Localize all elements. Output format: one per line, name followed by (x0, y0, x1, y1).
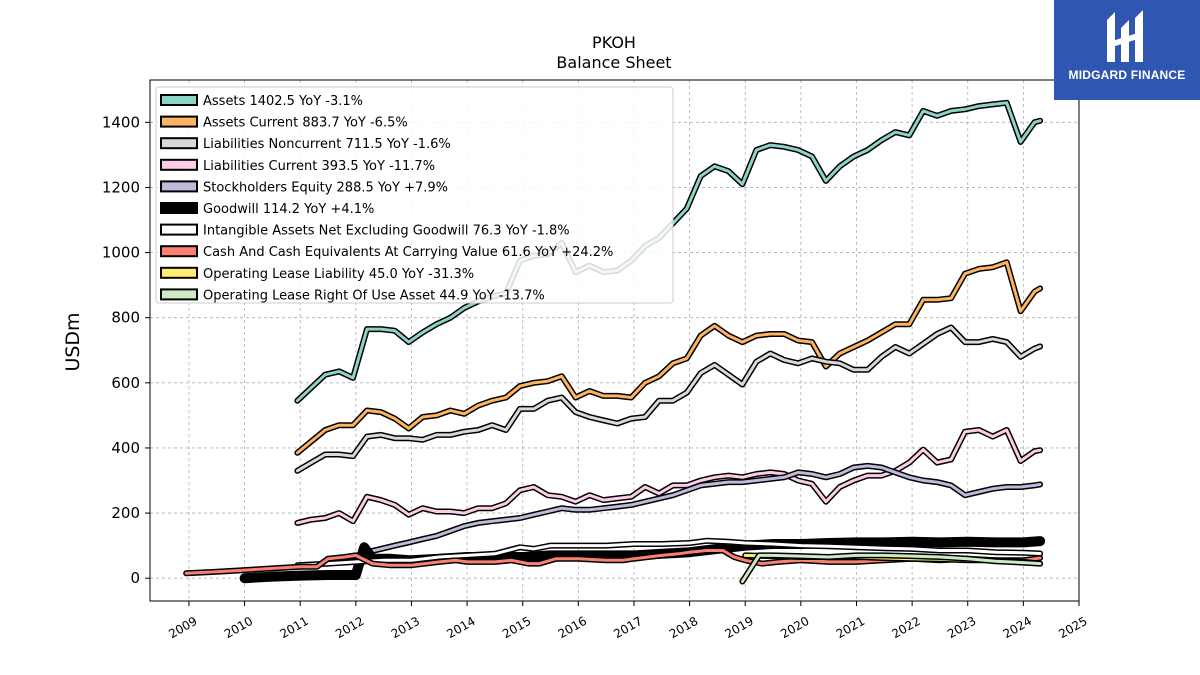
x-tick-label: 2013 (389, 614, 422, 641)
x-tick-label: 2017 (611, 614, 644, 641)
legend-swatch (160, 245, 198, 258)
y-tick-label: 1000 (102, 244, 140, 262)
series-line (295, 428, 1042, 525)
series-goodwill (239, 536, 1046, 584)
series-outline (294, 324, 1044, 474)
x-tick-label: 2024 (1001, 614, 1034, 641)
y-tick-label: 800 (111, 309, 140, 327)
y-tick-label: 600 (111, 374, 140, 392)
legend-swatch (160, 115, 198, 128)
x-tick-label: 2011 (277, 614, 310, 641)
y-tick-label: 200 (111, 504, 140, 522)
x-tick-label: 2018 (667, 614, 700, 641)
legend-entry: Assets Current 883.7 YoY -6.5% (160, 115, 408, 131)
series-line (295, 326, 1042, 473)
series-line (337, 464, 1042, 561)
legend-label: Goodwill 114.2 YoY +4.1% (203, 202, 374, 217)
legend-entry: Intangible Assets Net Excluding Goodwill… (160, 223, 570, 239)
legend-label: Liabilities Noncurrent 711.5 YoY -1.6% (203, 137, 451, 152)
x-tick-label: 2020 (778, 614, 811, 641)
x-tick-label: 2014 (444, 614, 477, 641)
x-tick-label: 2019 (723, 614, 756, 641)
x-tick-label: 2010 (222, 614, 255, 641)
legend-entry: Liabilities Noncurrent 711.5 YoY -1.6% (160, 137, 451, 152)
chart-subtitle: Balance Sheet (556, 53, 671, 72)
x-tick-label: 2016 (556, 614, 589, 641)
series-line (184, 549, 1042, 575)
legend-swatch (160, 158, 198, 171)
legend-label: Liabilities Current 393.5 YoY -11.7% (203, 159, 435, 174)
legend-swatch (160, 288, 198, 301)
y-tick-label: 1400 (102, 113, 140, 131)
x-tick-label: 2023 (945, 614, 978, 641)
plot-frame (149, 79, 1080, 602)
series-line (295, 539, 1042, 567)
y-axis-label: USDm (62, 312, 84, 371)
x-tick-label: 2025 (1056, 614, 1089, 641)
series-assets-current (294, 259, 1044, 456)
legend-label: Operating Lease Liability 45.0 YoY -31.3… (203, 267, 474, 282)
x-tick-label: 2009 (166, 614, 199, 641)
legend-swatch (160, 223, 198, 236)
legend-swatch (160, 202, 198, 214)
legend-box (155, 86, 674, 304)
legend-label: Assets 1402.5 YoY -3.1% (203, 94, 363, 109)
series-cash-and-cash-equivalents-at-carrying-value (183, 547, 1044, 577)
x-tick-label: 2021 (834, 614, 867, 641)
midgard-finance-logo: MIDGARD FINANCE (1054, 0, 1200, 100)
legend-label: Intangible Assets Net Excluding Goodwill… (203, 224, 570, 239)
series-operating-lease-right-of-use-asset (739, 552, 1044, 585)
legend-swatch (160, 266, 198, 279)
series-outline (294, 427, 1044, 526)
x-tick-label: 2012 (333, 614, 366, 641)
legend-entry: Liabilities Current 393.5 YoY -11.7% (160, 158, 435, 174)
legend-swatch (160, 94, 198, 106)
legend-swatch (160, 137, 198, 150)
legend-entry: Goodwill 114.2 YoY +4.1% (160, 202, 374, 217)
series-line (295, 260, 1042, 455)
legend-entry: Assets 1402.5 YoY -3.1% (160, 94, 363, 109)
legend-swatch (160, 180, 198, 193)
series-liabilities-noncurrent (294, 324, 1044, 474)
legend-label: Operating Lease Right Of Use Asset 44.9 … (203, 288, 545, 303)
series-intangible-assets-net-excluding-goodwill (294, 537, 1044, 569)
legend-entry: Cash And Cash Equivalents At Carrying Va… (160, 245, 613, 260)
y-tick-label: 1200 (102, 178, 140, 196)
x-tick-label: 2015 (500, 614, 533, 641)
legend-entry: Operating Lease Liability 45.0 YoY -31.3… (160, 266, 474, 282)
logo-mark-icon (1107, 10, 1143, 62)
legend-label: Stockholders Equity 288.5 YoY +7.9% (203, 180, 448, 195)
legend-label: Assets Current 883.7 YoY -6.5% (203, 116, 408, 131)
series-line (740, 553, 1042, 583)
legend-label: Cash And Cash Equivalents At Carrying Va… (203, 245, 613, 260)
legend-entry: Operating Lease Right Of Use Asset 44.9 … (160, 288, 545, 303)
series-liabilities-current (294, 427, 1044, 526)
series-stockholders-equity (336, 462, 1044, 562)
logo-brand-text: MIDGARD FINANCE (1068, 68, 1186, 82)
series-line (241, 537, 1044, 582)
legend-entry: Stockholders Equity 288.5 YoY +7.9% (160, 180, 448, 195)
legend: Assets 1402.5 YoY -3.1% Assets Current 88… (155, 86, 674, 304)
chart-title: PKOH (592, 33, 636, 52)
y-tick-label: 0 (130, 569, 140, 587)
y-tick-label: 400 (111, 439, 140, 457)
x-tick-label: 2022 (889, 614, 922, 641)
